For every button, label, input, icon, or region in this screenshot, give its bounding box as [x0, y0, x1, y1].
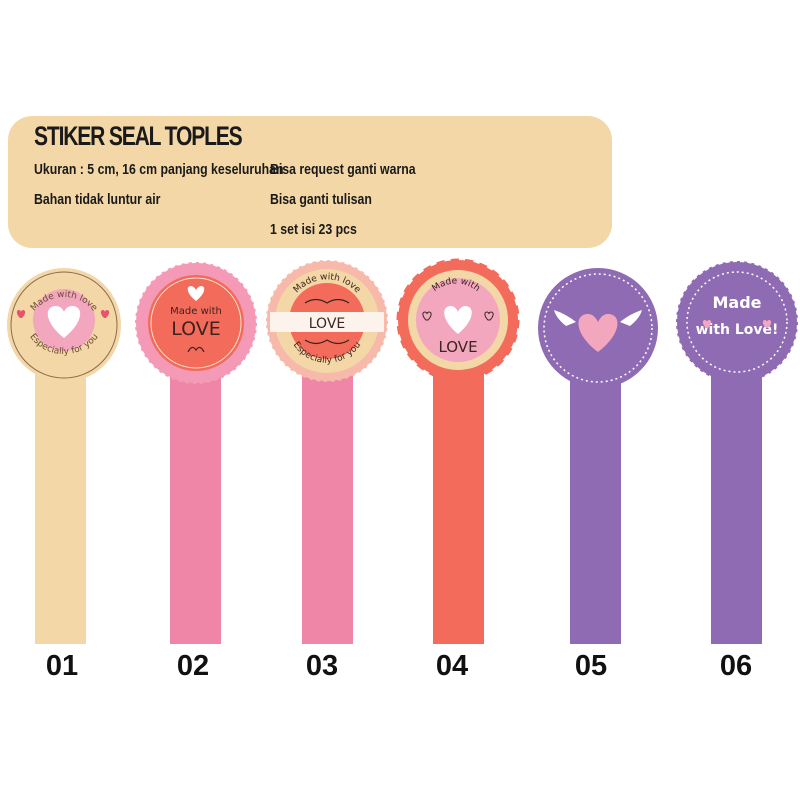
sticker-01-seal: Made with love Especially for you: [7, 268, 121, 382]
sticker-03-middle-text: LOVE: [309, 316, 346, 332]
heart-icon: [47, 306, 81, 338]
sticker-04-bottom-text: LOVE: [438, 338, 477, 356]
info-banner: [8, 116, 612, 248]
sticker-number-02: 02: [176, 650, 210, 682]
sticker-01-strip: [35, 330, 86, 644]
sticker-02-middle-text: Made with: [170, 306, 222, 317]
leaf-icon: [304, 298, 350, 304]
heart-icon: [702, 320, 712, 328]
banner-title: STIKER SEAL TOPLES: [34, 121, 243, 151]
sticker-04-strip: [433, 330, 484, 644]
sticker-number-01: 01: [45, 650, 79, 682]
info-line-material: Bahan tidak luntur air: [34, 191, 161, 208]
info-line-size: Ukuran : 5 cm, 16 cm panjang keseluruhan: [34, 161, 284, 178]
info-line-color-request: Bisa request ganti warna: [270, 161, 416, 178]
heart-icon: [187, 286, 205, 301]
sticker-04-seal: LOVE Made with: [396, 258, 520, 382]
sticker-number-04: 04: [435, 650, 469, 682]
sticker-06-middle-text: Made: [712, 293, 761, 312]
winged-heart-icon: [578, 314, 618, 352]
sticker-03-seal: LOVE Made with love Especially for you: [266, 260, 388, 382]
sticker-06-seal: Made with Love!: [676, 261, 798, 383]
sticker-number-03: 03: [305, 650, 339, 682]
info-line-set-count: 1 set isi 23 pcs: [270, 221, 357, 238]
sticker-02-seal: Made with LOVE: [135, 262, 257, 384]
sticker-number-06: 06: [719, 650, 753, 682]
sticker-03-strip: [302, 330, 353, 644]
sticker-06-bottom-text: with Love!: [696, 322, 779, 338]
sticker-05-seal: Made with: [538, 251, 658, 388]
sticker-number-05: 05: [574, 650, 608, 682]
heart-icon: [444, 306, 472, 334]
info-line-text-change: Bisa ganti tulisan: [270, 191, 372, 208]
sticker-02-bottom-text: LOVE: [171, 318, 221, 340]
